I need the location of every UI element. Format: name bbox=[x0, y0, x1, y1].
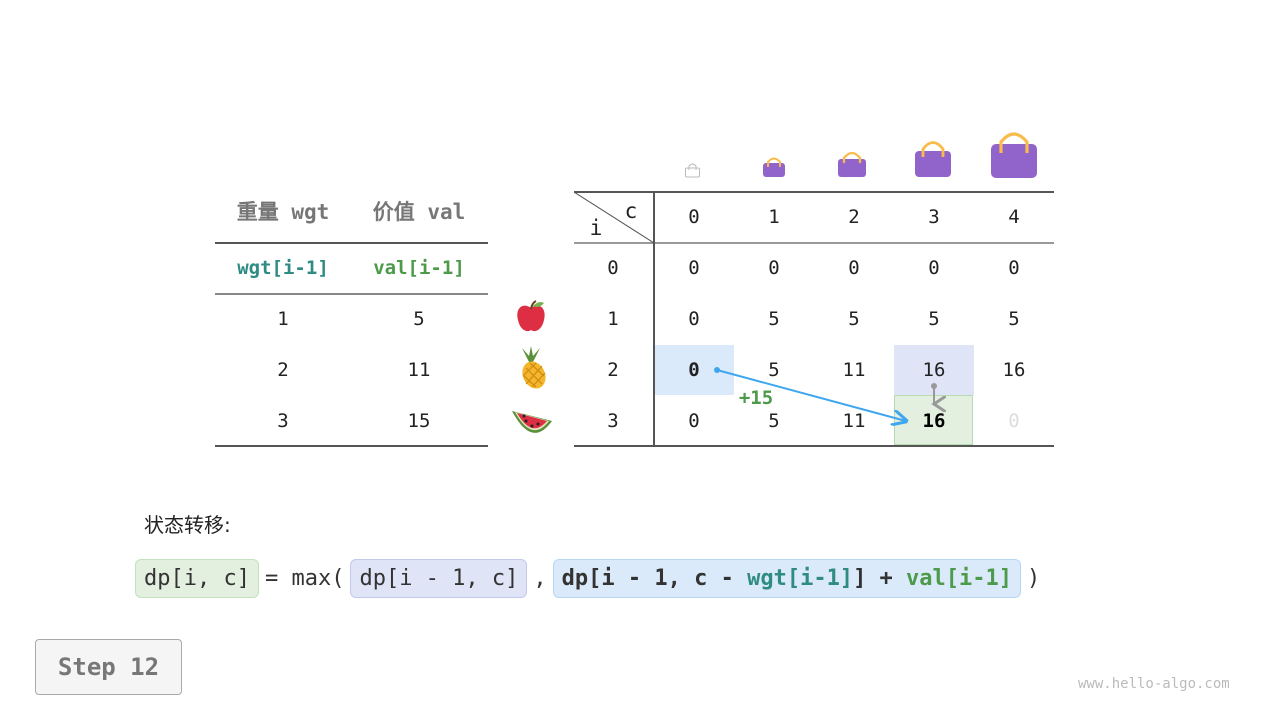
diagonal-arrow bbox=[716, 369, 906, 421]
divider bbox=[574, 191, 1054, 193]
formula-option-2-mid: ] + bbox=[853, 566, 907, 591]
vertical-divider bbox=[653, 192, 655, 446]
header-weight: 重量 wgt bbox=[236, 200, 330, 224]
header-value: 价值 val bbox=[372, 200, 466, 224]
dp-cell: 0 bbox=[688, 257, 700, 279]
pineapple-icon bbox=[522, 346, 546, 389]
bag-icon bbox=[915, 141, 951, 177]
item-value: 15 bbox=[407, 410, 431, 432]
dp-cell: 16 bbox=[1002, 359, 1026, 381]
divider bbox=[215, 445, 488, 447]
bag-icon bbox=[763, 157, 785, 177]
dp-cell: 11 bbox=[842, 359, 866, 381]
row-label: 1 bbox=[607, 308, 619, 330]
dp-cell: 0 bbox=[1008, 257, 1020, 279]
formula-option-1: dp[i - 1, c] bbox=[350, 559, 528, 598]
capacity-header: 3 bbox=[928, 206, 940, 228]
subheader-val: val[i-1] bbox=[373, 257, 465, 279]
apple-icon bbox=[517, 300, 545, 332]
dp-cell: 5 bbox=[768, 359, 780, 381]
bag-icon bbox=[838, 151, 866, 177]
watermelon-icon bbox=[512, 411, 552, 433]
capacity-header: 4 bbox=[1008, 206, 1020, 228]
dp-cell: 5 bbox=[1008, 308, 1020, 330]
dp-cell: 11 bbox=[842, 410, 866, 432]
row-label: 0 bbox=[607, 257, 619, 279]
divider bbox=[574, 242, 1054, 244]
item-value: 5 bbox=[413, 308, 425, 330]
dp-cell: 16 bbox=[922, 359, 946, 381]
formula-label: 状态转移: bbox=[144, 513, 231, 537]
item-weight: 2 bbox=[277, 359, 289, 381]
row-label: 2 bbox=[607, 359, 619, 381]
capacity-header: 2 bbox=[848, 206, 860, 228]
formula-wgt: wgt[i-1] bbox=[747, 566, 854, 591]
formula-lhs: dp[i, c] bbox=[135, 559, 259, 598]
formula-val: val[i-1] bbox=[906, 566, 1013, 591]
dp-cell: 0 bbox=[688, 359, 700, 381]
plus-value-annotation: +15 bbox=[738, 387, 774, 409]
dp-cell: 5 bbox=[768, 308, 780, 330]
formula-close: ) bbox=[1027, 566, 1041, 591]
subheader-wgt: wgt[i-1] bbox=[237, 257, 329, 279]
bag-icon bbox=[991, 132, 1037, 178]
item-weight: 3 bbox=[277, 410, 289, 432]
corner-i-label: i bbox=[589, 216, 603, 240]
step-indicator: Step 12 bbox=[35, 639, 182, 695]
item-value: 11 bbox=[407, 359, 431, 381]
dp-cell: 0 bbox=[928, 257, 940, 279]
divider bbox=[215, 242, 488, 244]
dp-cell: 5 bbox=[768, 410, 780, 432]
item-weight: 1 bbox=[277, 308, 289, 330]
dp-cell: 5 bbox=[928, 308, 940, 330]
corner-c-label: c bbox=[624, 199, 638, 223]
dp-cell: 0 bbox=[688, 410, 700, 432]
divider bbox=[215, 293, 488, 295]
capacity-header: 0 bbox=[688, 206, 700, 228]
formula-comma: , bbox=[533, 566, 547, 591]
formula-option-2: dp[i - 1, c - wgt[i-1]] + val[i-1] bbox=[552, 559, 1022, 598]
formula-max: = max( bbox=[264, 566, 345, 591]
formula: dp[i, c] = max( dp[i - 1, c] , dp[i - 1,… bbox=[135, 559, 1040, 598]
corner-diagonal bbox=[574, 192, 654, 243]
formula-option-2-prefix: dp[i - 1, c - bbox=[561, 566, 748, 591]
divider bbox=[574, 445, 1054, 447]
dp-cell: 16 bbox=[922, 410, 946, 432]
dp-cell: 0 bbox=[768, 257, 780, 279]
row-label: 3 bbox=[607, 410, 619, 432]
dp-cell: 5 bbox=[848, 308, 860, 330]
empty-bag-icon bbox=[685, 163, 700, 178]
watermark: www.hello-algo.com bbox=[1078, 676, 1230, 692]
capacity-header: 1 bbox=[768, 206, 780, 228]
dp-cell: 0 bbox=[848, 257, 860, 279]
dp-cell: 0 bbox=[1008, 410, 1020, 432]
dp-cell: 0 bbox=[688, 308, 700, 330]
